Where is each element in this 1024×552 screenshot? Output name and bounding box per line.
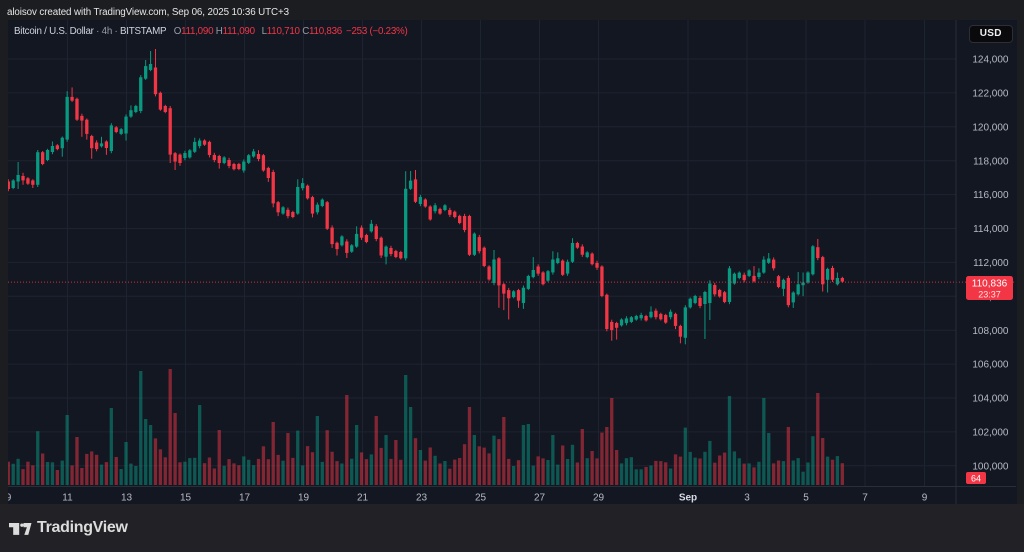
svg-text:116,000: 116,000 — [973, 190, 1009, 201]
svg-text:9: 9 — [922, 493, 928, 504]
svg-text:19: 19 — [298, 493, 310, 504]
svg-text:108,000: 108,000 — [972, 326, 1009, 337]
svg-text:Sep: Sep — [679, 493, 697, 504]
svg-text:21: 21 — [357, 493, 369, 504]
svg-text:3: 3 — [744, 493, 750, 504]
svg-text:7: 7 — [862, 493, 868, 504]
svg-text:5: 5 — [803, 493, 809, 504]
svg-text:114,000: 114,000 — [973, 224, 1009, 235]
svg-text:122,000: 122,000 — [972, 89, 1009, 100]
svg-text:100,000: 100,000 — [972, 461, 1009, 472]
svg-text:11: 11 — [62, 493, 73, 504]
svg-text:9: 9 — [8, 493, 12, 504]
svg-text:23: 23 — [416, 493, 428, 504]
svg-text:104,000: 104,000 — [972, 394, 1009, 405]
svg-text:118,000: 118,000 — [973, 156, 1009, 167]
svg-text:17: 17 — [239, 493, 251, 504]
svg-text:106,000: 106,000 — [972, 360, 1009, 371]
svg-text:27: 27 — [534, 493, 546, 504]
svg-text:120,000: 120,000 — [972, 122, 1009, 133]
svg-text:124,000: 124,000 — [972, 55, 1009, 66]
svg-text:13: 13 — [121, 493, 133, 504]
svg-text:23:37: 23:37 — [978, 290, 1001, 300]
svg-text:112,000: 112,000 — [973, 258, 1009, 269]
svg-text:25: 25 — [475, 493, 487, 504]
svg-text:15: 15 — [180, 493, 192, 504]
svg-text:110,836: 110,836 — [972, 279, 1008, 290]
svg-text:64: 64 — [971, 474, 981, 484]
svg-text:29: 29 — [593, 493, 605, 504]
svg-text:102,000: 102,000 — [972, 428, 1009, 439]
